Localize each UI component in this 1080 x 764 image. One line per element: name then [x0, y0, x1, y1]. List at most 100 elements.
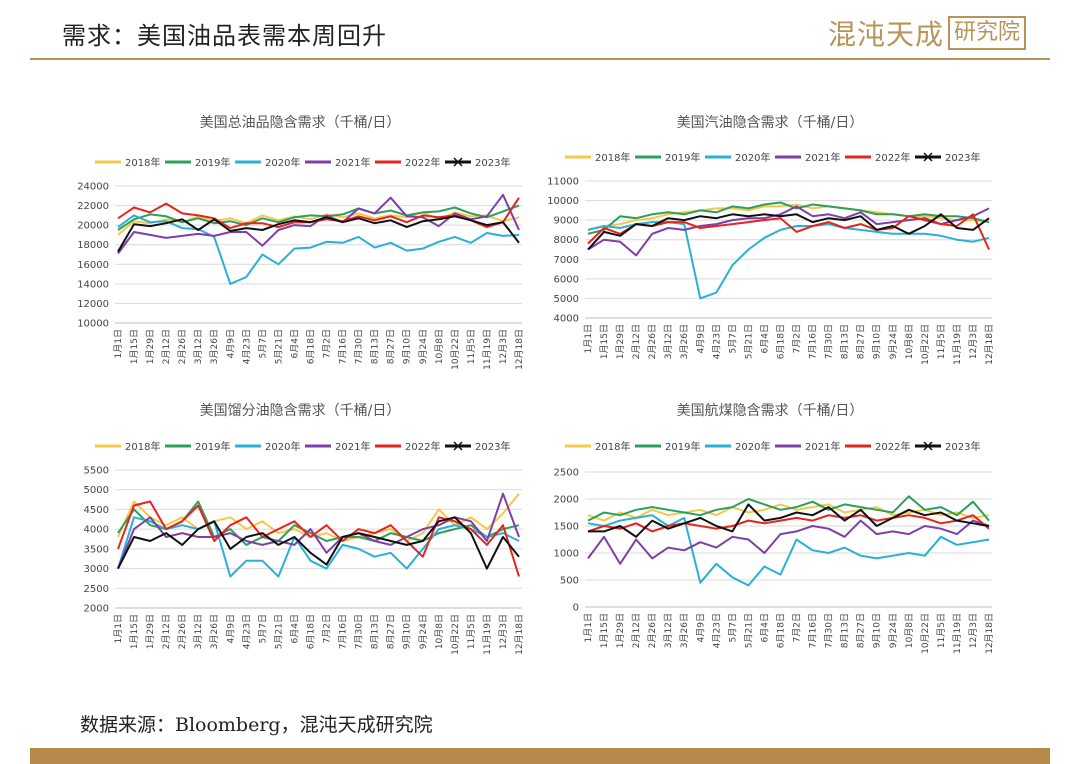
x-tick-label: 1月1日 — [583, 324, 594, 353]
legend-label: 2023年 — [945, 440, 980, 453]
x-tick-label: 4月23日 — [241, 614, 252, 649]
x-tick-label: 9月24日 — [418, 329, 429, 364]
y-tick-label: 5500 — [84, 466, 109, 477]
x-tick-label: 7月2日 — [322, 329, 333, 358]
x-tick-label: 6月18日 — [775, 324, 786, 359]
x-tick-label: 7月2日 — [792, 324, 803, 353]
legend-marker — [453, 441, 463, 451]
legend-marker — [923, 441, 933, 451]
x-tick-label: 7月30日 — [354, 329, 365, 364]
x-tick-label: 1月1日 — [113, 329, 124, 358]
y-tick-label: 1000 — [554, 549, 579, 560]
x-tick-label: 9月10日 — [402, 614, 413, 649]
x-tick-label: 6月4日 — [759, 324, 770, 353]
x-tick-label: 8月13日 — [370, 614, 381, 649]
x-tick-label: 3月12日 — [663, 324, 674, 359]
series-line-2021年 — [587, 205, 990, 257]
legend-label: 2023年 — [475, 440, 510, 453]
legend-label: 2019年 — [665, 440, 700, 453]
y-tick-label: 8000 — [554, 235, 579, 246]
x-tick-label: 6月4日 — [759, 613, 770, 642]
series-line-2023年 — [587, 213, 990, 251]
x-tick-label: 10月8日 — [904, 324, 915, 359]
x-tick-label: 5月7日 — [727, 324, 738, 353]
legend-label: 2020年 — [265, 440, 300, 453]
x-tick-label: 8月13日 — [840, 613, 851, 648]
series-line-2020年 — [587, 514, 990, 587]
y-tick-label: 3500 — [84, 544, 109, 555]
series-line-2018年 — [587, 503, 990, 522]
y-tick-label: 9000 — [554, 216, 579, 227]
x-tick-label: 8月27日 — [856, 324, 867, 359]
x-tick-label: 2月12日 — [631, 613, 642, 648]
y-tick-label: 4500 — [84, 505, 109, 516]
x-tick-label: 5月21日 — [273, 614, 284, 649]
x-tick-label: 5月21日 — [743, 324, 754, 359]
x-tick-label: 11月19日 — [952, 324, 963, 365]
x-tick-label: 5月7日 — [257, 614, 268, 643]
x-tick-label: 2月26日 — [647, 324, 658, 359]
x-tick-label: 2月26日 — [647, 613, 658, 648]
logo: 混沌天成 研究院 — [828, 12, 1027, 54]
legend-label: 2021年 — [805, 151, 840, 164]
x-tick-label: 6月4日 — [289, 329, 300, 358]
x-tick-label: 10月8日 — [434, 614, 445, 649]
y-tick-label: 5000 — [84, 485, 109, 496]
legend-label: 2018年 — [125, 156, 160, 169]
x-tick-label: 1月15日 — [599, 324, 610, 359]
x-tick-label: 4月9日 — [695, 324, 706, 353]
legend-label: 2020年 — [265, 156, 300, 169]
series-line-2023年 — [588, 503, 990, 538]
x-tick-label: 1月1日 — [113, 614, 124, 643]
footer-bar — [30, 748, 1050, 764]
y-tick-label: 4000 — [554, 314, 579, 325]
x-tick-label: 2月12日 — [631, 324, 642, 359]
legend-label: 2022年 — [405, 156, 440, 169]
x-tick-label: 6月18日 — [775, 613, 786, 648]
x-tick-label: 7月30日 — [354, 614, 365, 649]
x-tick-label: 11月19日 — [952, 613, 963, 654]
x-tick-label: 10月22日 — [920, 613, 931, 654]
x-tick-label: 12月3日 — [968, 324, 979, 359]
x-tick-label: 9月10日 — [872, 613, 883, 648]
y-tick-label: 14000 — [77, 279, 109, 290]
x-tick-label: 6月18日 — [305, 614, 316, 649]
x-tick-label: 12月18日 — [514, 614, 525, 655]
x-tick-label: 2月12日 — [161, 329, 172, 364]
x-tick-label: 3月12日 — [193, 614, 204, 649]
x-tick-label: 1月29日 — [145, 614, 156, 649]
legend-label: 2023年 — [945, 151, 980, 164]
x-tick-label: 5月21日 — [743, 613, 754, 648]
legend-label: 2022年 — [875, 440, 910, 453]
legend-label: 2020年 — [735, 151, 770, 164]
legend-label: 2021年 — [805, 440, 840, 453]
x-tick-label: 1月15日 — [599, 613, 610, 648]
chart-gasoline: 美国汽油隐含需求（千桶/日） 2018年 2019年 2020年 2021年 2022年 2… — [547, 115, 995, 365]
y-tick-label: 18000 — [77, 240, 109, 251]
x-tick-label: 8月13日 — [370, 329, 381, 364]
x-tick-label: 7月2日 — [322, 614, 333, 643]
y-tick-label: 20000 — [77, 221, 109, 232]
y-tick-label: 10000 — [547, 196, 579, 207]
series-line-2022年 — [587, 514, 990, 533]
legend-marker — [923, 152, 933, 162]
y-tick-label: 2500 — [84, 584, 109, 595]
x-tick-label: 10月22日 — [450, 614, 461, 655]
x-tick-label: 1月1日 — [583, 613, 594, 642]
legend-label: 2019年 — [195, 440, 230, 453]
x-tick-label: 11月5日 — [936, 324, 947, 359]
x-tick-label: 10月8日 — [904, 613, 915, 648]
x-tick-label: 2月12日 — [161, 614, 172, 649]
chart-total: 美国总油品隐含需求（千桶/日） 2018年 2019年 2020年 2021年 2022年… — [77, 115, 525, 370]
page-title: 需求：美国油品表需本周回升 — [62, 22, 387, 50]
legend-marker — [453, 157, 463, 167]
x-tick-label: 9月24日 — [888, 324, 899, 359]
chart-title: 美国总油品隐含需求（千桶/日） — [200, 115, 401, 131]
x-tick-label: 12月3日 — [498, 614, 509, 649]
y-tick-label: 10000 — [77, 319, 109, 330]
series-line-2020年 — [117, 214, 520, 285]
x-tick-label: 3月26日 — [209, 614, 220, 649]
y-tick-label: 16000 — [77, 260, 109, 271]
logo-box: 研究院 — [948, 16, 1027, 50]
x-tick-label: 3月26日 — [679, 324, 690, 359]
